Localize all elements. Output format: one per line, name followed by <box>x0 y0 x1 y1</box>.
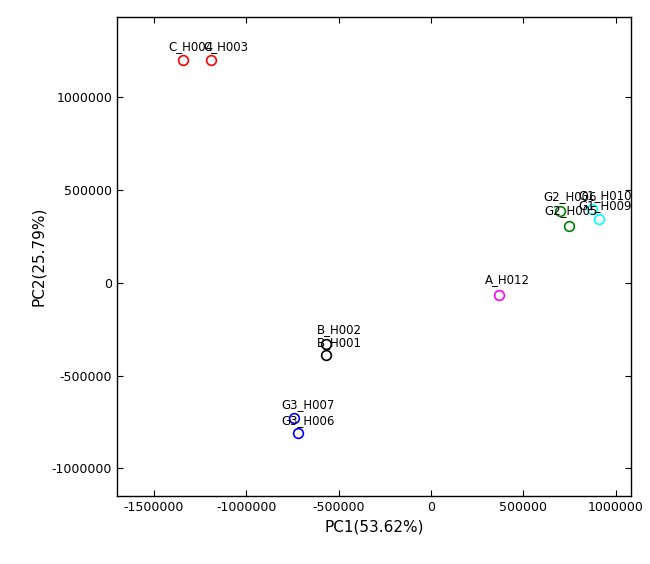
Text: G3_H006: G3_H006 <box>281 413 335 426</box>
Text: B_H001: B_H001 <box>317 336 361 349</box>
Text: G2_H006: G2_H006 <box>543 190 597 203</box>
Text: B_H002: B_H002 <box>317 324 361 337</box>
Text: G2_H005: G2_H005 <box>545 204 598 217</box>
X-axis label: PC1(53.62%): PC1(53.62%) <box>324 520 424 535</box>
Text: A_H012: A_H012 <box>485 273 530 286</box>
Text: C_H003: C_H003 <box>204 40 249 53</box>
Text: G3_H007: G3_H007 <box>281 398 335 411</box>
Y-axis label: PC2(25.79%): PC2(25.79%) <box>31 207 46 306</box>
Text: G1_H009: G1_H009 <box>578 199 632 212</box>
Text: C_H004: C_H004 <box>169 40 214 53</box>
Text: G1_H010: G1_H010 <box>578 189 632 202</box>
